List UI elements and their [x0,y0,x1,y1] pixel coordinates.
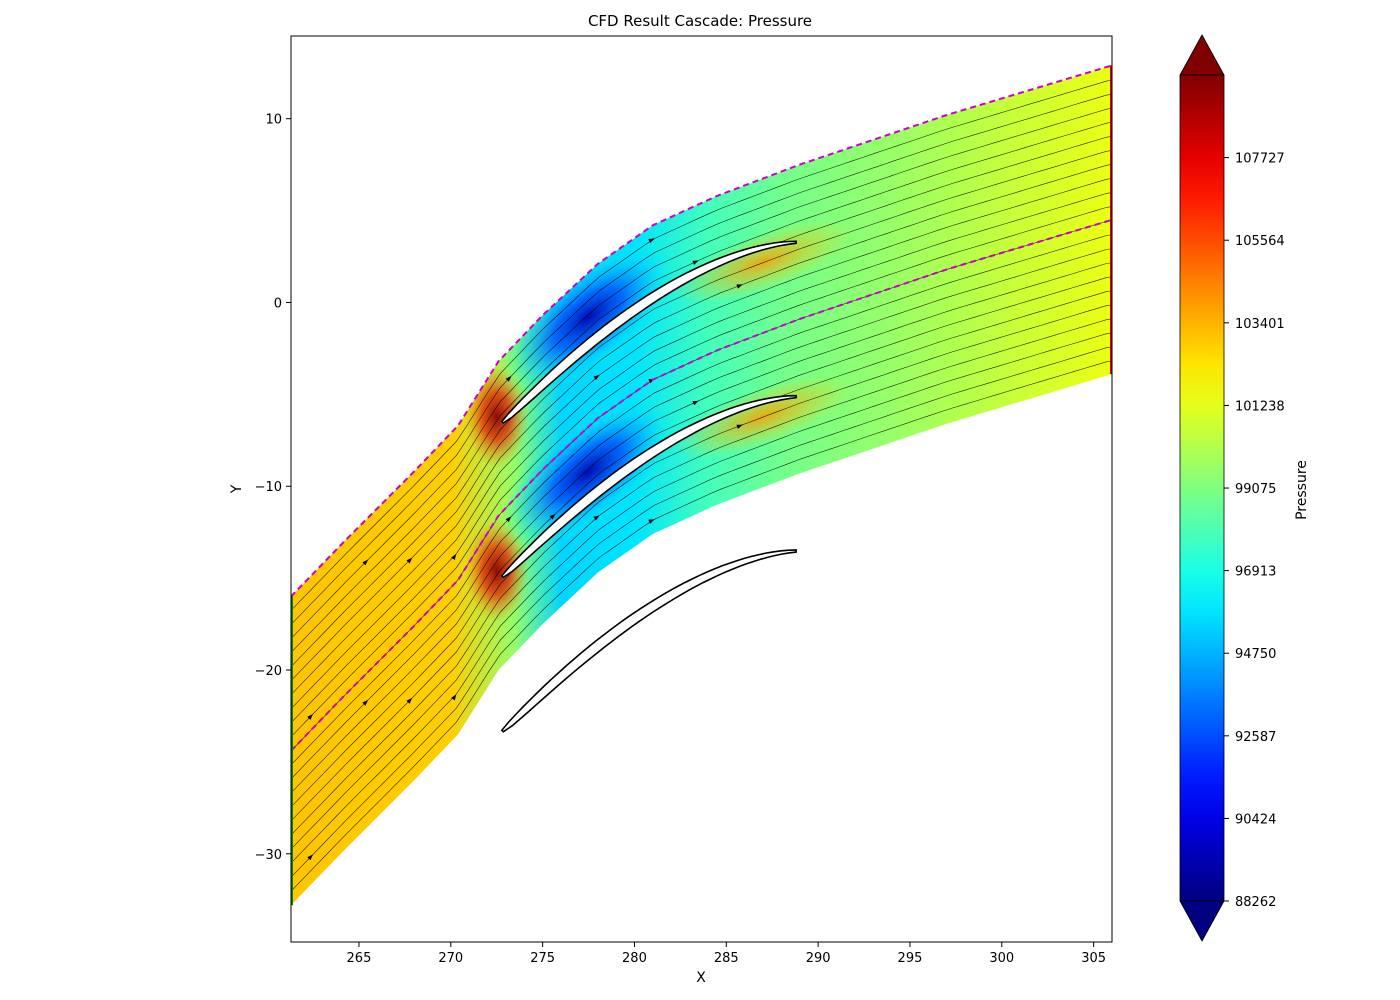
colorbar-tick-label: 105564 [1235,234,1285,249]
streamline-arrow [505,516,512,523]
streamline [291,93,1112,625]
streamline-arrow [648,519,655,524]
x-tick-label: 265 [347,951,372,966]
streamline-arrow [406,697,413,704]
streamline [291,317,1112,850]
x-tick-label: 300 [989,951,1014,966]
streamline [291,107,1112,639]
plot-frame [290,35,1113,943]
streamline [291,247,1112,780]
colorbar-tick-label: 103401 [1235,317,1285,332]
x-tick-label: 285 [714,951,739,966]
x-tick-label: 270 [438,951,463,966]
x-axis-label: X [696,970,706,986]
colorbar-gradient [1179,74,1225,902]
blade-outline [500,240,797,425]
streamline [291,303,1112,836]
chart-title: CFD Result Cascade: Pressure [588,12,812,30]
colorbar-tick-label: 96913 [1235,565,1276,580]
colorbar-label: Pressure [1294,460,1310,520]
streamline [291,121,1112,653]
colorbar-tick-label: 92587 [1235,730,1276,745]
colorbar-ticks: 88262 90424 92587 94750 96913 99075 101238 1034… [1224,152,1285,910]
pressure-hotspot [500,242,677,393]
y-tick-label: 10 [265,113,282,128]
streamline-arrow [692,260,699,265]
pressure-hotspot [673,374,853,459]
y-tick-label: −30 [255,848,282,863]
colorbar-extend-bottom [1179,900,1225,942]
x-tick-label: 280 [622,951,647,966]
streamline [291,177,1112,710]
colorbar-extend-top [1179,34,1225,76]
y-axis: −30 −20 −10 0 10 [255,113,291,863]
streamline [291,233,1112,766]
streamline [291,345,1112,878]
streamline-arrow [406,557,413,564]
blade-outlines [500,240,797,733]
blade-outline [500,549,797,733]
domain-boundaries [291,64,1112,906]
y-tick-label: −10 [255,480,282,495]
streamline-arrow [593,515,600,521]
streamline [291,149,1112,681]
streamline-arrow [593,374,600,381]
x-tick-label: 275 [530,951,555,966]
colorbar: 88262 90424 92587 94750 96913 99075 101238 1034… [1179,34,1310,942]
x-tick-label: 305 [1081,951,1106,966]
colorbar-tick-label: 101238 [1235,399,1285,414]
y-axis-label: Y [229,484,245,494]
streamline [291,163,1112,695]
streamline-arrow [362,559,369,566]
streamline [291,261,1112,794]
streamline-arrow [736,424,743,429]
colorbar-tick-label: 88262 [1235,895,1276,910]
blade-outline [500,394,797,579]
x-axis: 265 270 275 280 285 290 295 300 305 [347,942,1106,966]
streamline-arrow [451,694,457,701]
streamline-arrow [451,553,457,561]
streamline-arrow [648,238,655,243]
streamline [291,191,1112,724]
colorbar-tick-label: 107727 [1235,152,1285,167]
streamline [291,359,1112,892]
x-tick-label: 295 [898,951,923,966]
streamline [291,205,1112,738]
streamline-arrow [362,699,369,706]
pressure-hotspot [673,220,853,304]
streamline-arrow [307,854,313,861]
streamline [291,79,1112,611]
colorbar-tick-label: 90424 [1235,812,1276,827]
y-tick-label: −20 [255,664,282,679]
y-tick-label: 0 [274,296,282,311]
streamline-arrow [736,284,743,289]
streamline-arrow [307,714,313,720]
streamline [291,331,1112,864]
streamline-arrow [549,513,556,520]
streamline-arrow [505,375,512,382]
pressure-hotspot [500,396,677,547]
colorbar-tick-label: 99075 [1235,482,1276,497]
x-tick-label: 290 [806,951,831,966]
colorbar-tick-label: 94750 [1235,647,1276,662]
streamline-arrow [692,400,699,406]
streamline [291,275,1112,808]
